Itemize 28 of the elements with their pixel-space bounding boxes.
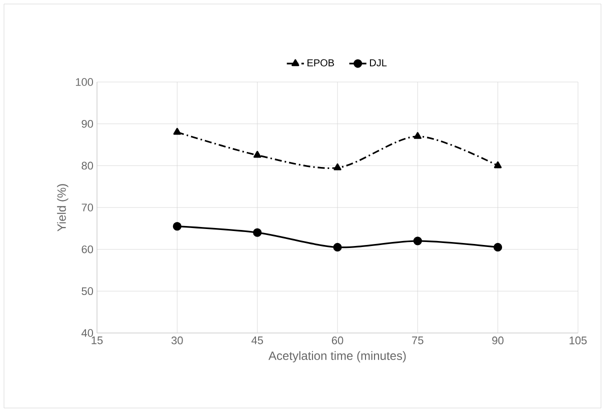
y-tick-label: 50 bbox=[82, 287, 94, 296]
y-tick-label: 100 bbox=[76, 78, 94, 86]
point bbox=[413, 236, 422, 246]
point bbox=[494, 242, 502, 252]
y-tick-label: 60 bbox=[82, 245, 94, 254]
point bbox=[333, 242, 342, 252]
point bbox=[414, 132, 422, 139]
point bbox=[173, 128, 181, 135]
y-tick-label: 90 bbox=[82, 120, 94, 128]
y-axis-title: Yield (%) bbox=[57, 184, 68, 232]
point bbox=[494, 161, 502, 168]
x-axis-title: Acetylation time (minutes) bbox=[268, 351, 406, 362]
x-tick-label: 90 bbox=[492, 336, 504, 344]
legend-label: EPOB bbox=[308, 59, 334, 66]
point bbox=[254, 150, 262, 158]
x-tick-label: 15 bbox=[92, 336, 103, 344]
x-tick-label: 105 bbox=[570, 336, 587, 344]
x-tick-label: 75 bbox=[412, 336, 424, 344]
x-tick-label: 60 bbox=[332, 336, 344, 344]
x-tick-label: 30 bbox=[171, 336, 183, 344]
y-tick-label: 70 bbox=[82, 204, 94, 212]
point bbox=[172, 222, 182, 231]
y-tick-label: 40 bbox=[81, 329, 94, 337]
y-tick-label: 80 bbox=[82, 162, 94, 170]
legend-label: DJL bbox=[370, 59, 387, 66]
x-tick-label: 45 bbox=[251, 336, 263, 344]
point bbox=[253, 228, 262, 237]
point bbox=[334, 163, 342, 170]
